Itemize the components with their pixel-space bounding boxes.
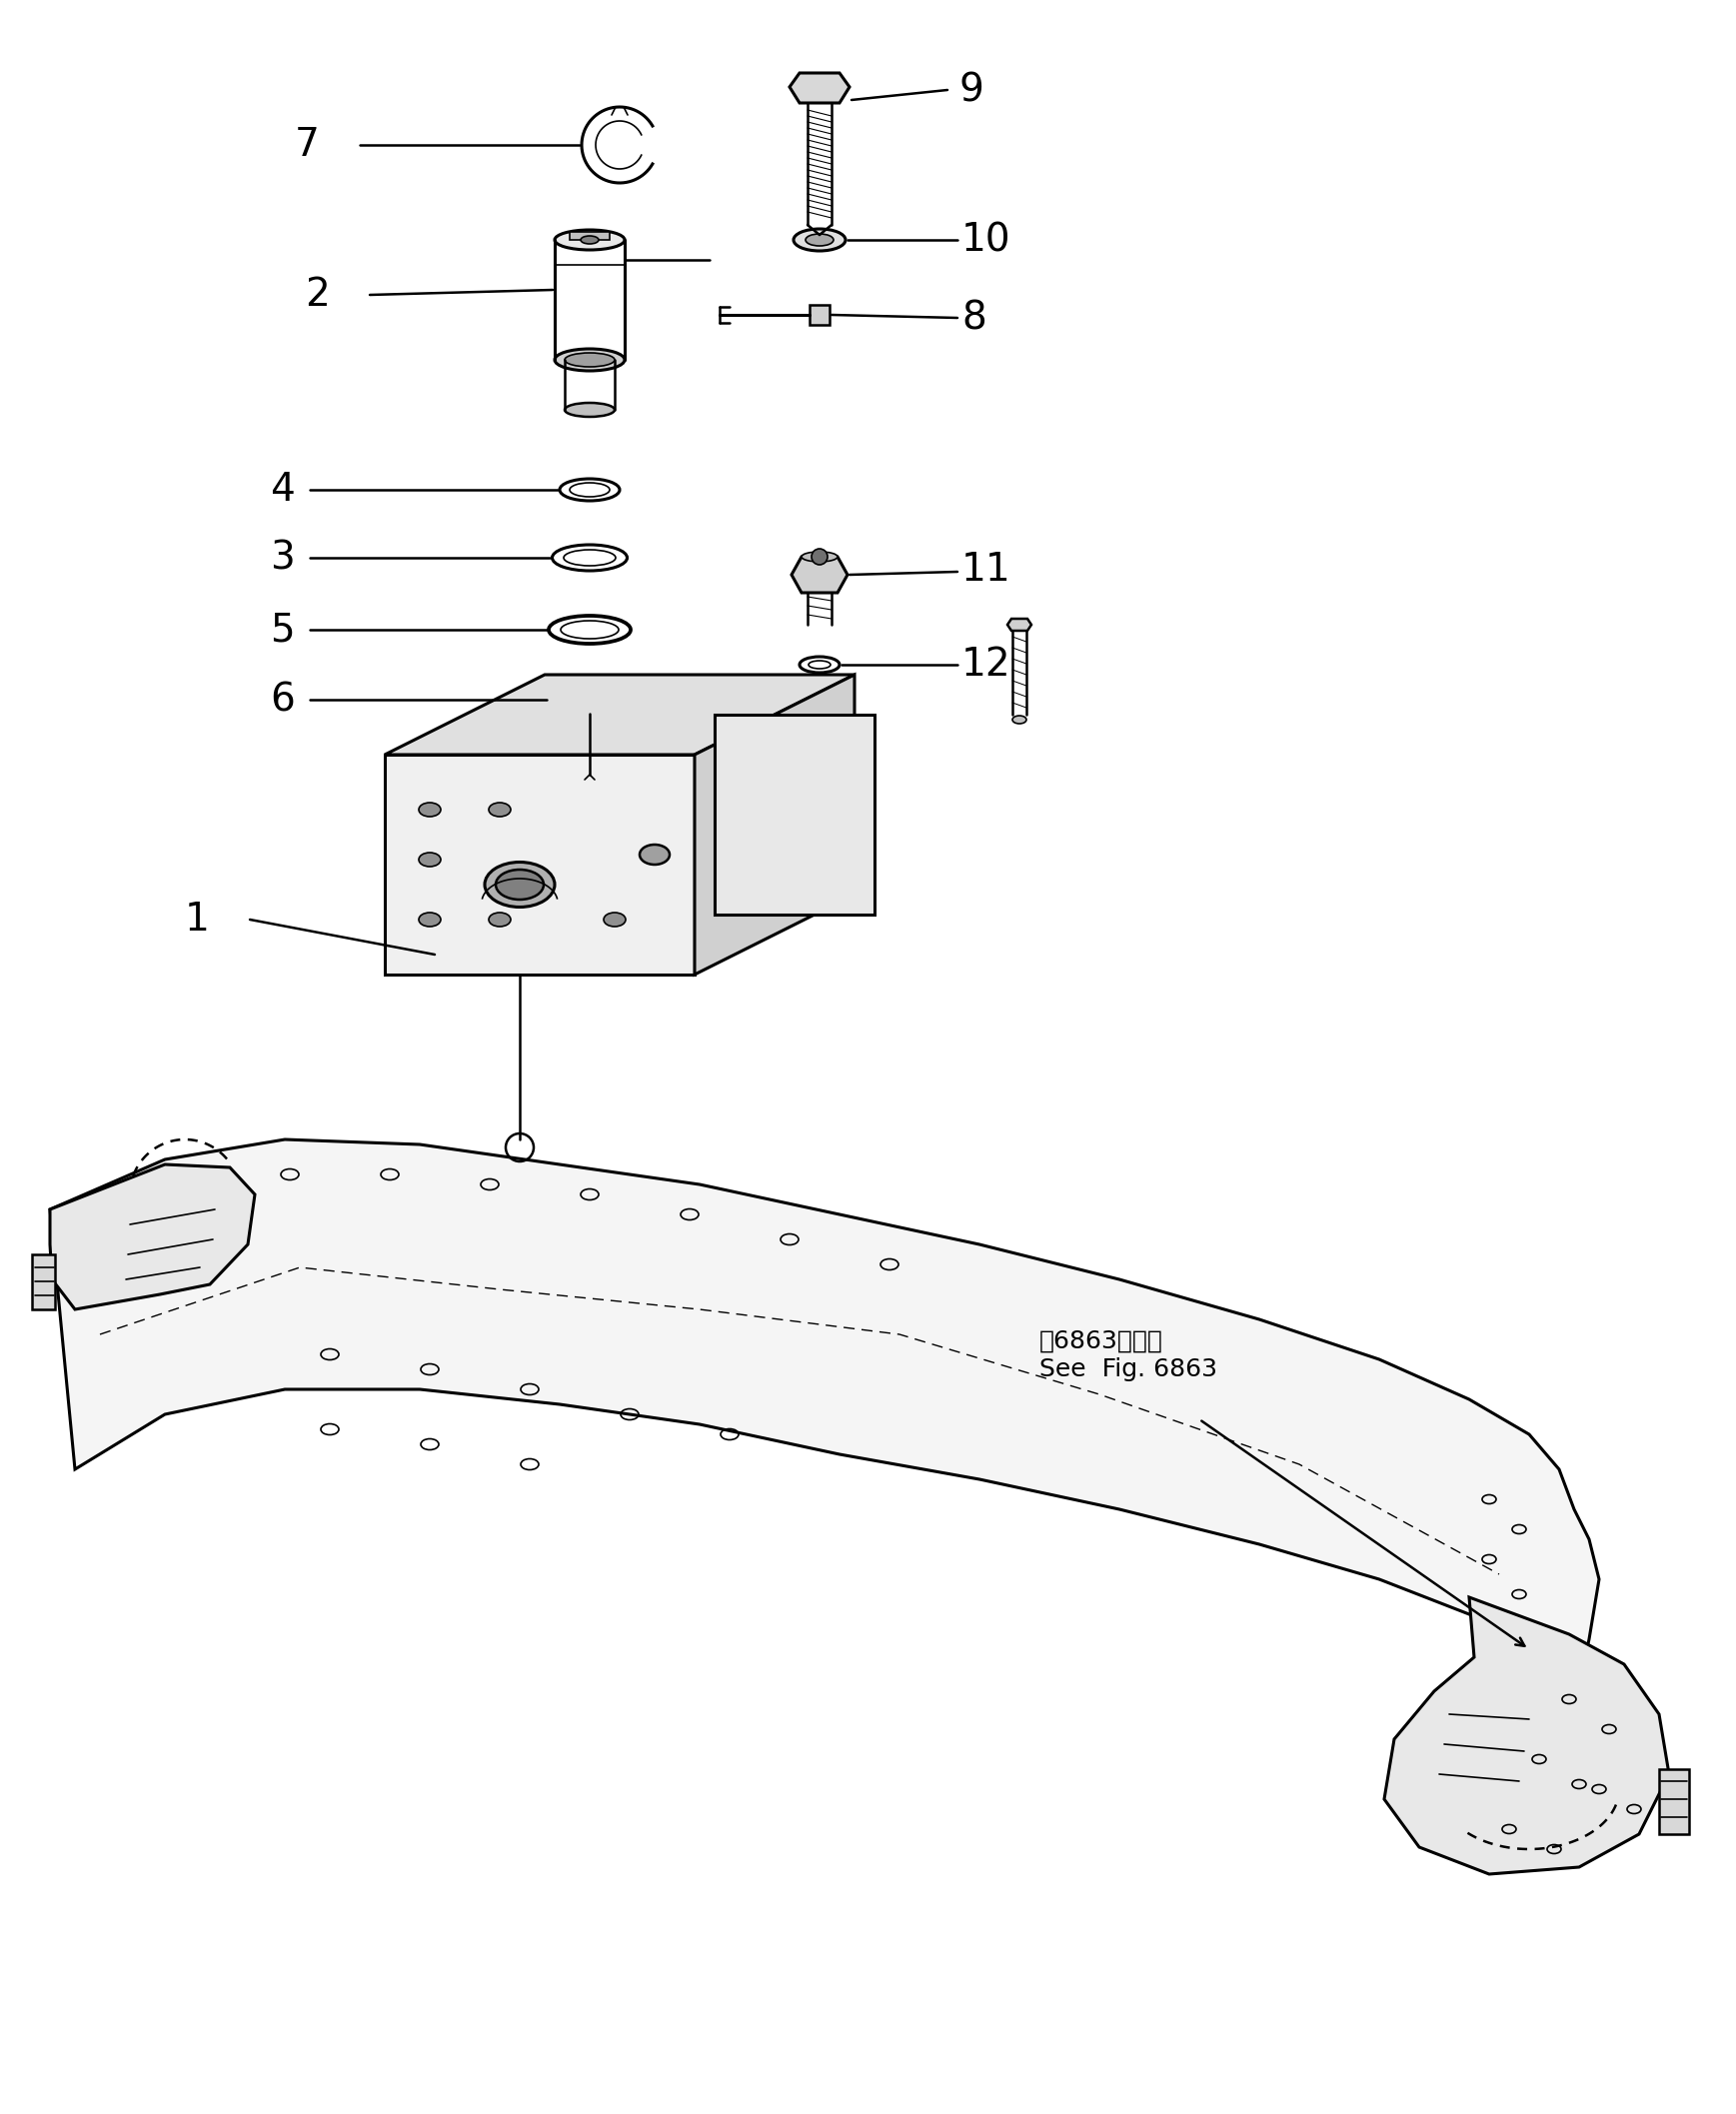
Polygon shape [1660, 1769, 1689, 1835]
Polygon shape [569, 233, 609, 239]
Ellipse shape [793, 228, 845, 252]
Ellipse shape [639, 846, 670, 865]
Ellipse shape [806, 235, 833, 245]
Ellipse shape [785, 719, 804, 731]
Text: 12: 12 [962, 645, 1010, 683]
Text: 3: 3 [271, 539, 295, 577]
Ellipse shape [490, 913, 510, 926]
Ellipse shape [418, 803, 441, 816]
Ellipse shape [797, 839, 811, 850]
Text: 11: 11 [962, 552, 1010, 588]
Text: 第6863図参照
See  Fig. 6863: 第6863図参照 See Fig. 6863 [1040, 1330, 1217, 1380]
Ellipse shape [1012, 717, 1026, 723]
Polygon shape [715, 715, 875, 915]
Polygon shape [385, 674, 854, 755]
Ellipse shape [490, 803, 510, 816]
Polygon shape [50, 1165, 255, 1309]
Ellipse shape [496, 869, 543, 901]
Ellipse shape [418, 852, 441, 867]
Text: 9: 9 [960, 72, 984, 110]
Polygon shape [50, 1139, 1599, 1710]
Ellipse shape [484, 863, 556, 907]
Ellipse shape [564, 353, 615, 368]
Text: 6: 6 [271, 681, 295, 719]
Ellipse shape [802, 552, 837, 562]
Polygon shape [694, 674, 854, 975]
Ellipse shape [580, 237, 599, 243]
Ellipse shape [556, 349, 625, 370]
Text: 4: 4 [271, 471, 295, 509]
Ellipse shape [604, 913, 625, 926]
Text: 7: 7 [295, 127, 319, 165]
Text: 8: 8 [962, 298, 986, 336]
Polygon shape [31, 1254, 56, 1309]
Ellipse shape [556, 230, 625, 249]
Polygon shape [809, 304, 830, 326]
Text: 2: 2 [306, 275, 330, 313]
Polygon shape [385, 755, 694, 975]
Ellipse shape [418, 913, 441, 926]
Polygon shape [792, 556, 847, 592]
Polygon shape [1384, 1598, 1668, 1875]
Ellipse shape [564, 404, 615, 416]
Text: 5: 5 [271, 611, 295, 649]
Polygon shape [1007, 619, 1031, 630]
Text: 1: 1 [186, 901, 210, 939]
Circle shape [811, 550, 828, 564]
Ellipse shape [826, 860, 842, 869]
Text: 10: 10 [962, 220, 1010, 258]
Ellipse shape [785, 769, 804, 780]
Polygon shape [790, 74, 849, 104]
